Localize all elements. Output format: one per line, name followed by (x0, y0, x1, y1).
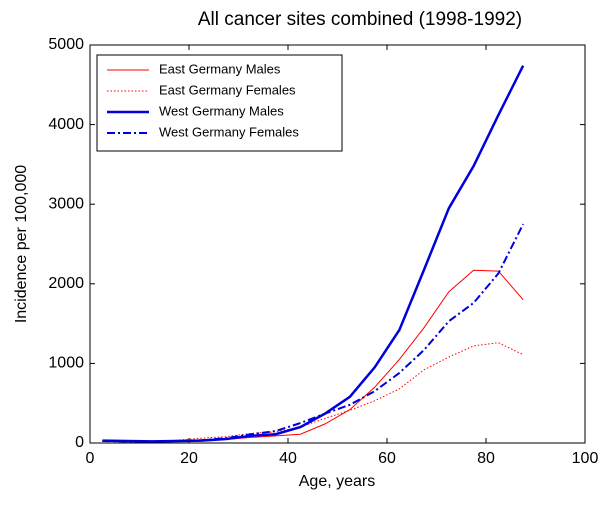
y-tick-label: 4000 (48, 116, 84, 133)
y-axis-label: Incidence per 100,000 (13, 165, 30, 323)
x-tick-label: 60 (378, 450, 396, 467)
series-line (102, 269, 524, 443)
plot-frame (89, 44, 586, 444)
legend-box (96, 54, 343, 152)
x-tick-label: 20 (180, 450, 198, 467)
x-tick-label: 100 (572, 450, 599, 467)
chart-title: All cancer sites combined (1998-1992) (198, 9, 522, 30)
x-tick-label: 0 (86, 450, 95, 467)
series-line (102, 223, 525, 443)
y-tick-label: 1000 (48, 355, 84, 372)
x-tick-label: 80 (477, 450, 495, 467)
x-axis-label: Age, years (299, 473, 375, 490)
y-tick-label: 2000 (48, 275, 84, 292)
y-tick-label: 3000 (48, 195, 84, 212)
legend-label: West Germany Females (159, 124, 299, 139)
y-tick-label: 0 (75, 434, 84, 451)
y-tick-label: 5000 (48, 36, 84, 53)
x-tick-label: 40 (279, 450, 297, 467)
legend-label: West Germany Males (159, 103, 284, 118)
legend-label: East Germany Females (159, 82, 296, 97)
series-line (102, 342, 524, 443)
legend-label: East Germany Males (159, 61, 281, 76)
